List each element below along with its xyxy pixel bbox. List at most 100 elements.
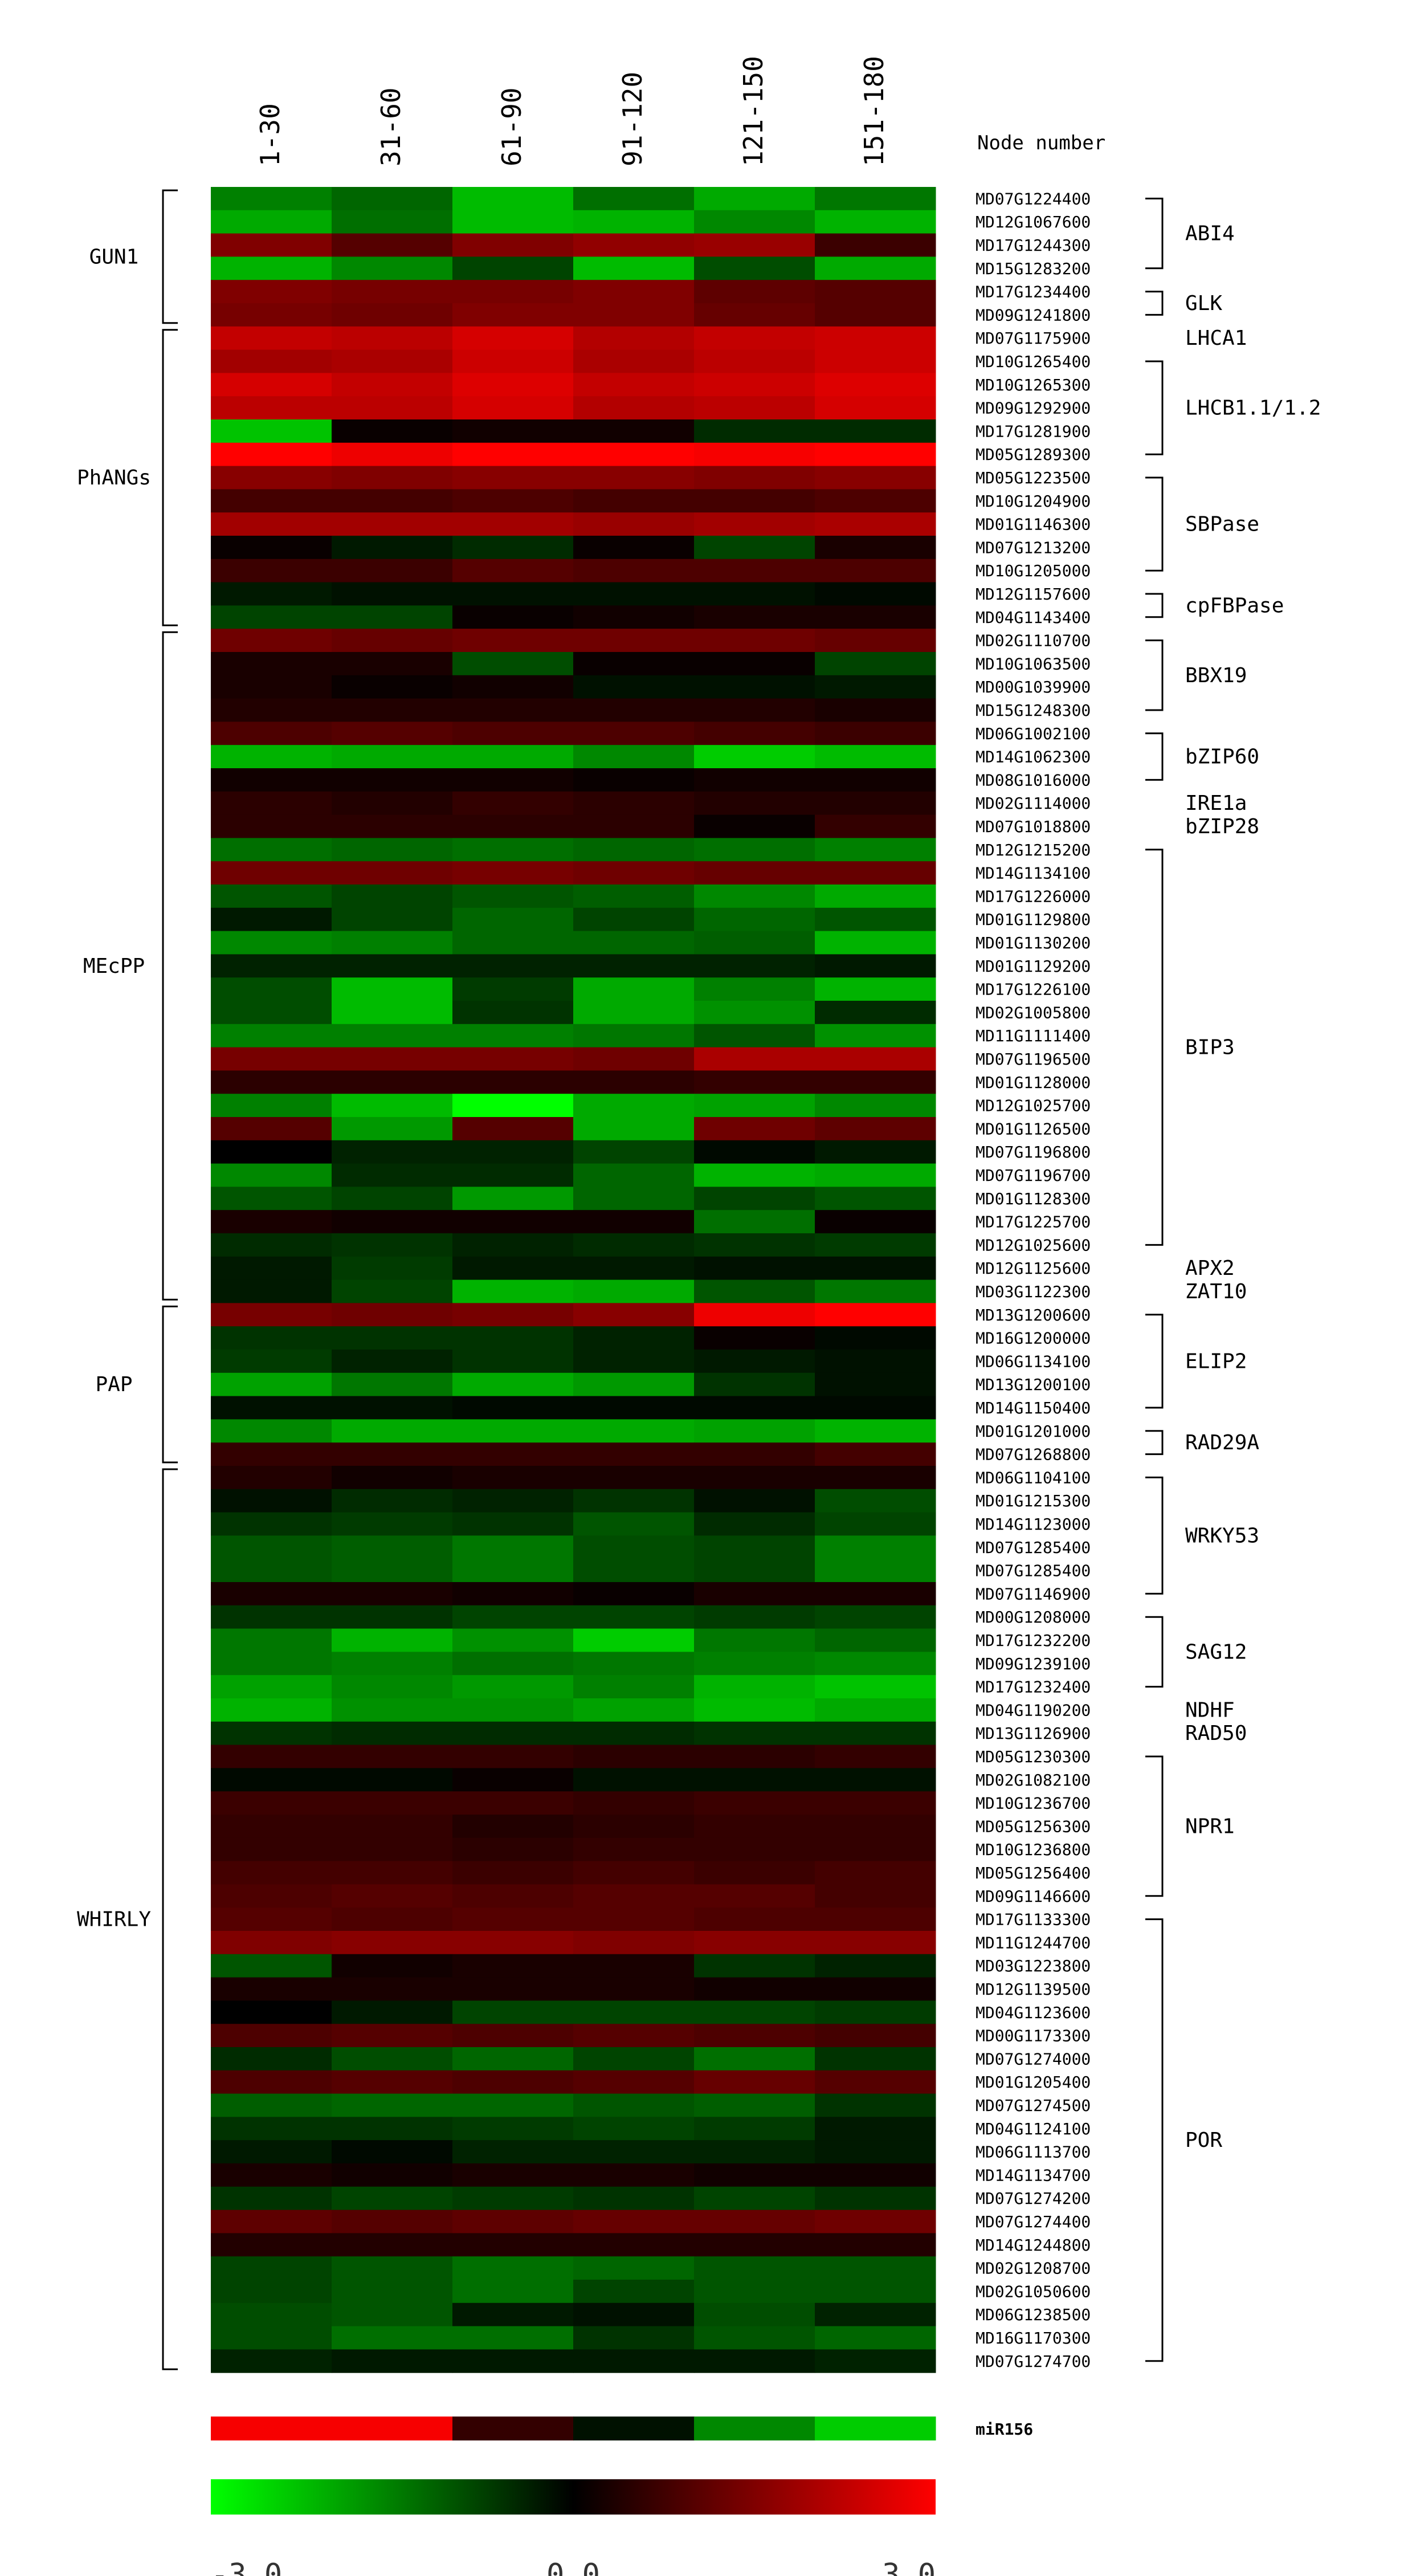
gene-id-label: MD07G1196700: [976, 1166, 1091, 1185]
heatmap-cell: [332, 489, 453, 513]
gene-id-label: MD01G1201000: [976, 1422, 1091, 1441]
heatmap-cell: [211, 2024, 332, 2048]
heatmap-cell: [452, 2186, 574, 2211]
gene-id-label: MD05G1223500: [976, 468, 1091, 487]
heatmap-cell: [815, 1535, 936, 1559]
heatmap-cell: [815, 2163, 936, 2187]
heatmap-cell: [694, 1140, 815, 1164]
gene-id-label: MD14G1150400: [976, 1399, 1091, 1417]
heatmap-cell: [211, 1047, 332, 1071]
heatmap-cell: [452, 2256, 574, 2280]
heatmap-cell: [332, 1675, 453, 1699]
heatmap-cell: [815, 605, 936, 629]
heatmap-cell: [211, 977, 332, 1001]
gene-id-label: MD05G1256400: [976, 1864, 1091, 1882]
heatmap-cell: [694, 373, 815, 397]
column-label: 31-60: [376, 88, 406, 166]
heatmap-cell: [211, 2140, 332, 2164]
heatmap-cell: [815, 722, 936, 745]
heatmap-cell: [211, 1512, 332, 1536]
heatmap-cell: [211, 1861, 332, 1885]
heatmap-cell: [815, 1837, 936, 1862]
mir156-cell: [694, 2416, 815, 2441]
column-label: 121-150: [738, 56, 769, 166]
gene-group-label: bZIP28: [1185, 815, 1259, 838]
heatmap-cell: [332, 1489, 453, 1513]
gene-group-bracket: [1145, 1918, 1164, 2362]
heatmap-cell: [452, 1094, 574, 1118]
heatmap-cell: [332, 629, 453, 653]
gene-id-label: MD13G1126900: [976, 1724, 1091, 1743]
heatmap-cell: [211, 536, 332, 560]
gene-id-label: MD05G1230300: [976, 1747, 1091, 1766]
heatmap-cell: [694, 1605, 815, 1629]
heatmap-cell: [452, 1466, 574, 1490]
heatmap-cell: [573, 675, 695, 699]
heatmap-cell: [694, 1466, 815, 1490]
cluster-bracket: [162, 329, 178, 626]
heatmap-cell: [815, 1791, 936, 1815]
heatmap-cell: [694, 2047, 815, 2071]
heatmap-cell: [815, 2210, 936, 2233]
gene-group-label: IRE1a: [1185, 792, 1247, 815]
heatmap-cell: [694, 1233, 815, 1257]
gene-group-bracket: [1145, 849, 1164, 1246]
heatmap-cell: [694, 2256, 815, 2280]
heatmap-cell: [211, 2000, 332, 2024]
heatmap-cell: [332, 2047, 453, 2071]
heatmap-cell: [211, 1163, 332, 1187]
heatmap-cell: [211, 791, 332, 816]
heatmap-cell: [573, 2093, 695, 2117]
heatmap-cell: [211, 2256, 332, 2280]
heatmap-cell: [332, 2140, 453, 2164]
gene-id-label: MD07G1274400: [976, 2212, 1091, 2231]
heatmap-cell: [815, 1954, 936, 1978]
gene-id-label: MD07G1018800: [976, 817, 1091, 836]
heatmap-cell: [452, 373, 574, 397]
heatmap-cell: [211, 442, 332, 467]
gene-group-label: LHCA1: [1185, 327, 1247, 350]
heatmap-cell: [573, 1233, 695, 1257]
gene-id-label: MD01G1130200: [976, 934, 1091, 952]
heatmap-cell: [211, 1256, 332, 1281]
heatmap-cell: [332, 745, 453, 769]
heatmap-cell: [694, 1884, 815, 1908]
heatmap-cell: [573, 1768, 695, 1792]
heatmap-cell: [452, 349, 574, 373]
heatmap-cell: [694, 1303, 815, 1327]
heatmap-cell: [332, 907, 453, 932]
heatmap-cell: [452, 1977, 574, 2001]
cluster-label: GUN1: [89, 245, 139, 268]
heatmap-cell: [573, 1303, 695, 1327]
heatmap-cell: [211, 2280, 332, 2304]
gene-group-bracket: [1145, 1755, 1164, 1897]
heatmap-cell: [452, 1559, 574, 1583]
gene-group-label: WRKY53: [1185, 1524, 1259, 1547]
heatmap-cell: [815, 1489, 936, 1513]
heatmap-cell: [452, 1001, 574, 1025]
heatmap-cell: [694, 1094, 815, 1118]
gene-id-label: MD10G1204900: [976, 492, 1091, 511]
heatmap-cell: [694, 1675, 815, 1699]
gene-id-label: MD07G1268800: [976, 1445, 1091, 1464]
heatmap-cell: [332, 1070, 453, 1094]
heatmap-cell: [452, 931, 574, 955]
heatmap-cell: [694, 1535, 815, 1559]
heatmap-cell: [815, 303, 936, 327]
gene-id-label: MD07G1285400: [976, 1538, 1091, 1557]
heatmap-cell: [211, 1326, 332, 1350]
gene-id-label: MD00G1208000: [976, 1608, 1091, 1627]
heatmap-cell: [332, 605, 453, 629]
mir156-cell: [332, 2416, 453, 2441]
heatmap-cell: [211, 1884, 332, 1908]
heatmap-cell: [332, 1861, 453, 1885]
heatmap-cell: [332, 2302, 453, 2327]
heatmap-cell: [694, 256, 815, 280]
heatmap-cell: [332, 1233, 453, 1257]
heatmap-cell: [332, 814, 453, 838]
heatmap-cell: [452, 1326, 574, 1350]
heatmap-cell: [452, 1884, 574, 1908]
gene-group-bracket: [1145, 291, 1164, 316]
gene-id-label: MD13G1200600: [976, 1306, 1091, 1324]
heatmap-cell: [815, 1652, 936, 1676]
